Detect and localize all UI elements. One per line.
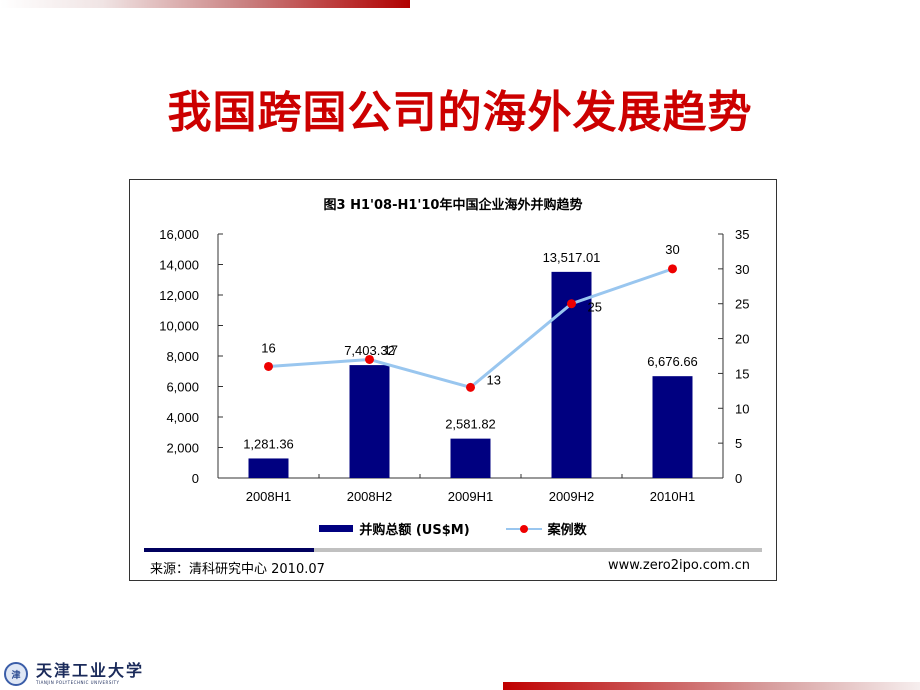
left-axis-tick-label: 4,000 [166, 410, 199, 425]
left-axis-tick-label: 8,000 [166, 349, 199, 364]
university-emblem-icon: 津 [4, 662, 28, 686]
left-axis-tick-label: 0 [192, 471, 199, 486]
right-axis-tick-label: 30 [735, 262, 749, 277]
bar-2008H2 [349, 365, 390, 478]
bar-swatch-icon [319, 525, 354, 532]
bottom-accent-bar [503, 682, 920, 690]
case-count-line [268, 267, 673, 390]
case-count-label: 30 [665, 242, 679, 257]
left-axis-tick-label: 12,000 [159, 288, 199, 303]
source-url: www.zero2ipo.com.cn [608, 558, 750, 573]
bar-value-label: 6,676.66 [647, 354, 698, 369]
bar-2008H1 [248, 458, 289, 478]
case-count-marker [264, 361, 273, 371]
university-name-en: TIANJIN POLYTECHNIC UNIVERSITY [36, 680, 120, 685]
left-axis-tick-label: 2,000 [166, 441, 199, 456]
top-accent-bar [0, 0, 410, 8]
right-axis-tick-label: 10 [735, 401, 749, 416]
left-axis-tick-label: 14,000 [159, 258, 199, 273]
right-axis-tick-label: 20 [735, 332, 749, 347]
chart-frame: 图3 H1'08-H1'10年中国企业海外并购趋势 0 2,000 4,000 6,0… [129, 179, 777, 581]
left-axis-tick-label: 16,000 [159, 227, 199, 242]
category-label: 2008H1 [246, 489, 292, 504]
case-count-marker [668, 264, 677, 274]
chart-title: 图3 H1'08-H1'10年中国企业海外并购趋势 [323, 198, 583, 213]
category-label: 2009H1 [448, 489, 494, 504]
bar-value-label: 2,581.82 [445, 417, 496, 432]
case-count-label: 25 [588, 300, 602, 315]
line-marker-swatch-icon [505, 524, 542, 534]
slide-title: 我国跨国公司的海外发展趋势 [167, 87, 753, 138]
bar-2010H1 [652, 376, 693, 478]
chart-plot-area: 0 2,000 4,000 6,000 8,000 10,000 12,000 14,000 1… [159, 227, 749, 504]
bar-value-label: 13,517.01 [543, 250, 601, 265]
bar-value-label: 7,403.32 [344, 343, 395, 358]
legend-item-line: 案例数 [505, 519, 587, 538]
left-axis-tick-label: 6,000 [166, 380, 199, 395]
right-axis-tick-label: 0 [735, 471, 742, 486]
source-divider [144, 548, 762, 552]
case-count-marker [365, 354, 374, 364]
category-label: 2010H1 [650, 489, 696, 504]
legend-item-bar: 并购总额 (US$M) [319, 519, 470, 538]
case-count-label: 13 [487, 372, 501, 387]
chart-legend: 并购总额 (US$M) 案例数 [130, 519, 776, 538]
bar-value-label: 1,281.36 [243, 436, 294, 451]
case-count-label: 16 [261, 340, 275, 355]
left-axis-tick-label: 10,000 [159, 319, 199, 334]
case-count-label: 17 [384, 342, 398, 357]
legend-bar-label: 并购总额 (US$M) [359, 523, 470, 538]
right-axis-tick-label: 15 [735, 366, 749, 381]
right-axis-tick-label: 35 [735, 227, 749, 242]
category-label: 2008H2 [347, 489, 393, 504]
legend-line-label: 案例数 [547, 523, 587, 538]
case-count-marker [466, 382, 475, 392]
right-axis-tick-label: 5 [735, 436, 742, 451]
case-count-marker [567, 299, 576, 309]
bar-2009H1 [450, 438, 491, 478]
category-label: 2009H2 [549, 489, 595, 504]
university-name-cn: 天津工业大学 [36, 661, 145, 680]
right-axis-tick-label: 25 [735, 297, 749, 312]
source-credit: 来源：清科研究中心 2010.07 [150, 562, 325, 577]
university-logo: 津 天津工业大学 TIANJIN POLYTECHNIC UNIVERSITY [4, 662, 144, 686]
